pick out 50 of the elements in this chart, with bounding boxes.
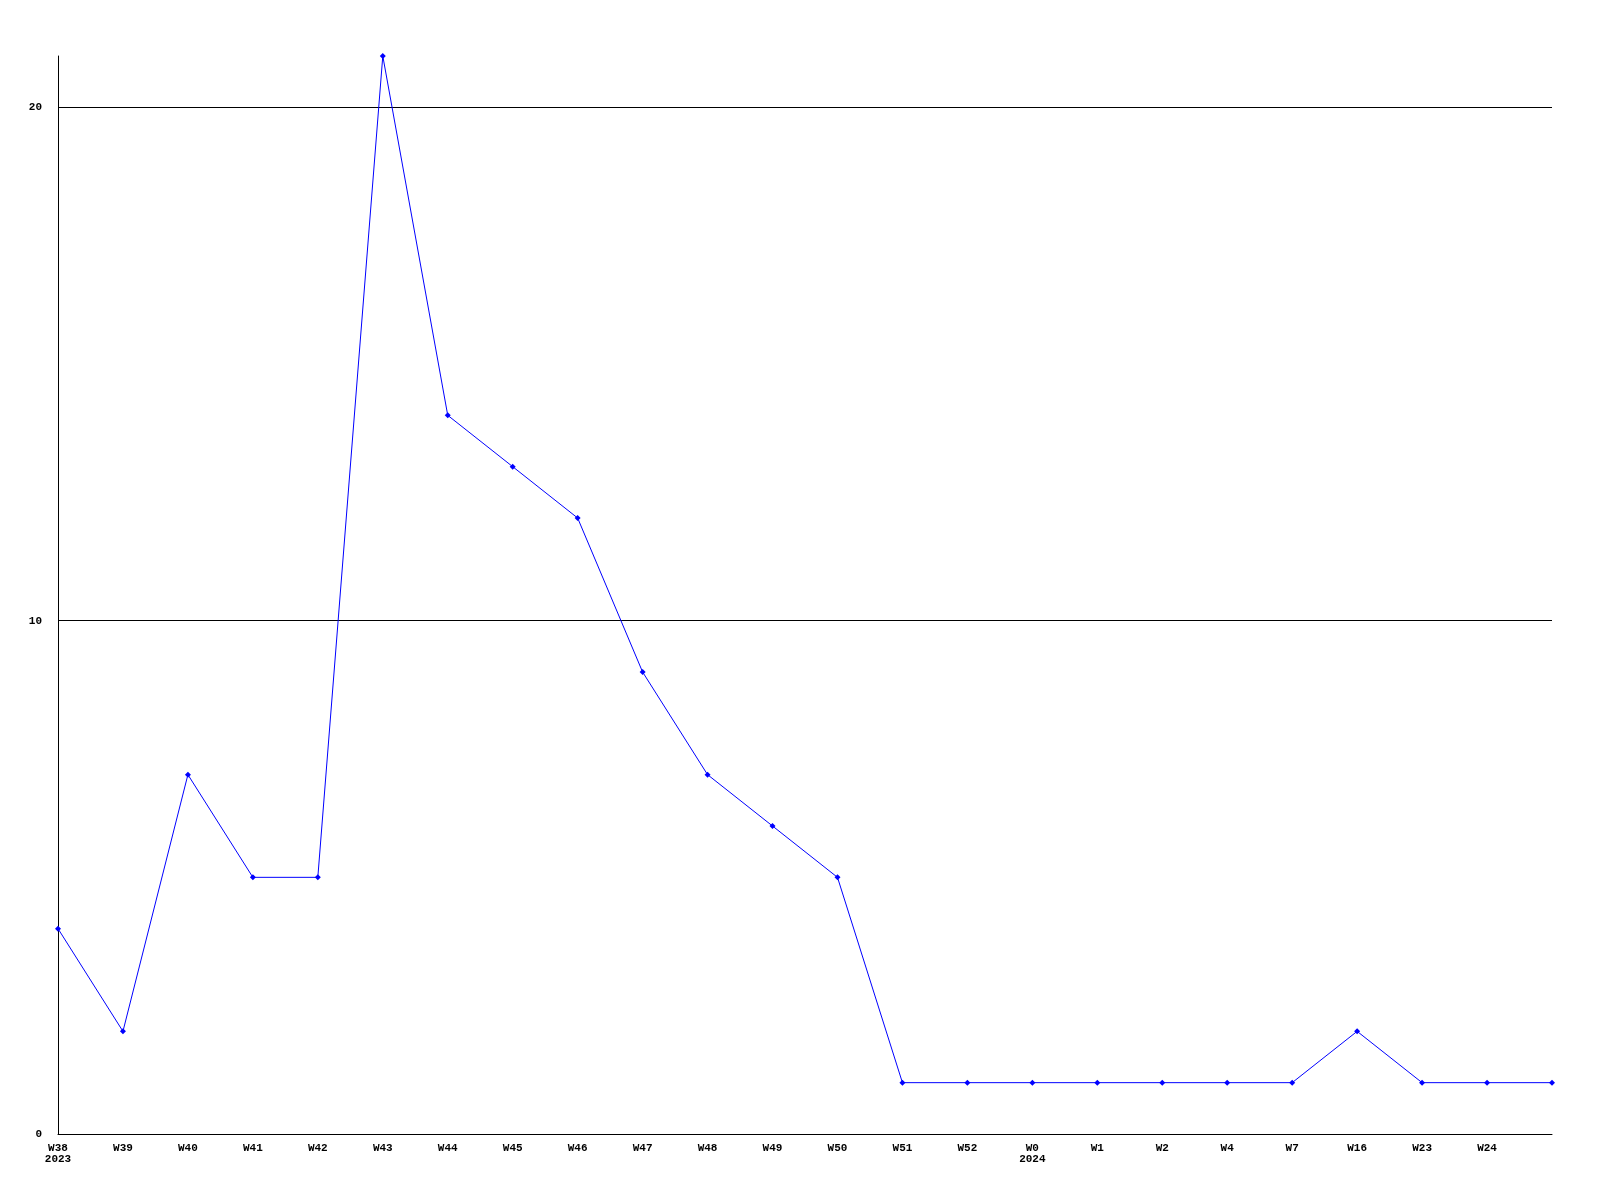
point xyxy=(1159,1079,1166,1086)
x-tick-label: W41 xyxy=(242,1141,264,1154)
point xyxy=(119,1028,126,1035)
point xyxy=(1549,1079,1555,1086)
point xyxy=(314,874,321,881)
point xyxy=(899,1079,906,1086)
x-tick-label: W45 xyxy=(502,1141,523,1154)
point xyxy=(249,874,256,881)
x-tick-label: W43 xyxy=(372,1141,394,1154)
point xyxy=(184,771,191,778)
x-tick-label: W4 xyxy=(1220,1141,1235,1154)
point xyxy=(964,1079,971,1086)
x-tick-label: W48 xyxy=(697,1141,718,1154)
point xyxy=(1354,1028,1361,1035)
y-tick-label: 0 xyxy=(35,1128,42,1140)
point xyxy=(834,874,841,881)
point xyxy=(639,669,646,675)
point xyxy=(1484,1079,1491,1086)
point xyxy=(444,412,451,419)
x-tick-label: W40 xyxy=(178,1141,198,1154)
x-tick-label: W1 xyxy=(1090,1141,1105,1154)
x-tick-label: W2 xyxy=(1155,1141,1169,1154)
x-tick-label: W47 xyxy=(632,1141,653,1154)
point xyxy=(1094,1079,1101,1086)
x-tick-label: W50 xyxy=(827,1141,848,1154)
x-tick-label: W39 xyxy=(113,1141,133,1154)
point xyxy=(1419,1079,1426,1086)
point xyxy=(509,463,516,470)
x-tick-label: W24 xyxy=(1477,1141,1498,1154)
x-tick-label: W38 2023 xyxy=(44,1141,72,1165)
x-tick-label: W49 xyxy=(762,1141,783,1154)
x-tick-label: W52 xyxy=(957,1141,978,1154)
x-tick-label: W44 xyxy=(437,1141,459,1154)
point xyxy=(704,771,711,778)
x-tick-label: W16 xyxy=(1347,1141,1368,1154)
point xyxy=(1029,1079,1036,1086)
x-tick-label: W7 xyxy=(1285,1141,1299,1154)
x-tick-label: W42 xyxy=(307,1141,328,1154)
x-tick-label: W51 xyxy=(892,1141,913,1154)
y-tick-label: 20 xyxy=(28,101,42,114)
x-tick-label: W23 xyxy=(1412,1141,1433,1154)
point xyxy=(55,925,61,932)
x-tick-label: W0 2024 xyxy=(1019,1141,1046,1165)
point xyxy=(1289,1079,1296,1086)
point xyxy=(379,53,386,59)
y-tick-label: 10 xyxy=(28,614,42,627)
point xyxy=(769,823,776,829)
point xyxy=(574,515,581,521)
point xyxy=(1224,1079,1231,1086)
x-tick-label: W46 xyxy=(567,1141,588,1154)
